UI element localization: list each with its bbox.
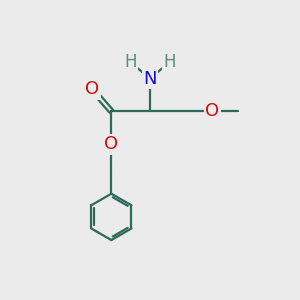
Text: H: H bbox=[124, 53, 137, 71]
Text: H: H bbox=[163, 53, 176, 71]
Text: O: O bbox=[206, 102, 220, 120]
Text: O: O bbox=[104, 135, 118, 153]
Text: O: O bbox=[85, 80, 99, 98]
Text: N: N bbox=[143, 70, 157, 88]
